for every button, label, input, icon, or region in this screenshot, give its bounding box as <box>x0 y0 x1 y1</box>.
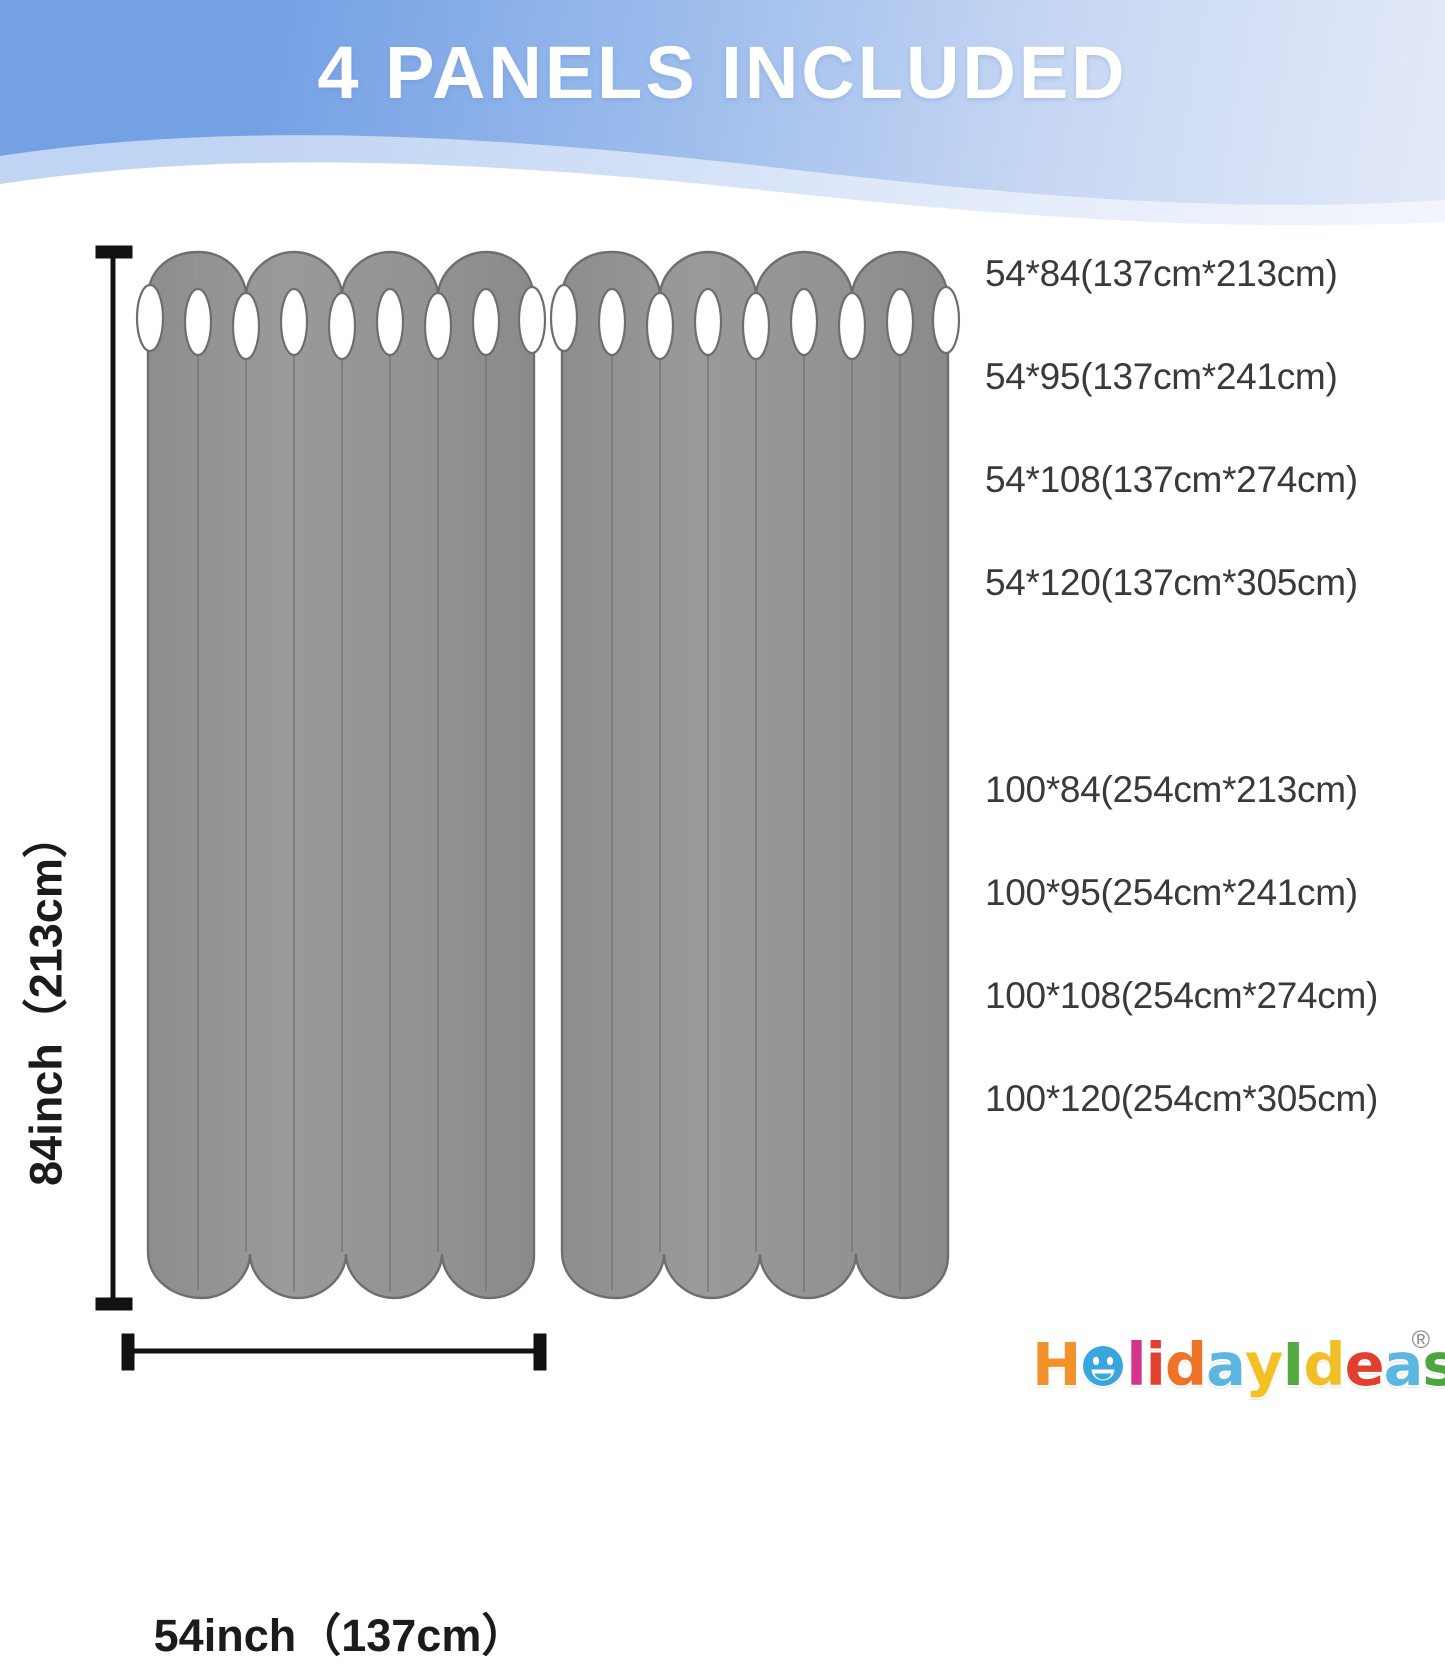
grommets-left <box>135 283 547 361</box>
height-dimension-label: 84inch（213cm） <box>20 813 72 1186</box>
logo-letter: I <box>1281 1328 1306 1401</box>
size-option[interactable]: 100*120(254cm*305cm) <box>985 1078 1379 1119</box>
logo-letter: i <box>1144 1328 1168 1401</box>
logo-letter: s <box>1421 1328 1445 1401</box>
logo-letter: a <box>1382 1328 1425 1401</box>
size-option[interactable]: 54*84(137cm*213cm) <box>985 253 1338 294</box>
logo-letter: d <box>1302 1328 1348 1401</box>
size-options-list: 54*84(137cm*213cm) 54*95(137cm*241cm) 54… <box>985 252 1415 1180</box>
fold-lines-left <box>197 300 487 1292</box>
logo-letter: H <box>1030 1328 1083 1401</box>
logo-letter: l <box>1125 1328 1149 1401</box>
smiley-face-icon <box>1080 1334 1126 1388</box>
wave-shape-front <box>0 162 1445 232</box>
size-option[interactable]: 54*95(137cm*241cm) <box>985 356 1338 397</box>
curtain-panels-diagram <box>95 245 961 1371</box>
logo-letter: y <box>1243 1328 1285 1401</box>
logo-letter: a <box>1204 1328 1247 1401</box>
header-wave-decoration <box>0 135 1445 232</box>
grommets-right <box>549 283 961 361</box>
curtain-panel-right <box>549 250 961 1300</box>
curtain-panel-left <box>135 250 547 1300</box>
page-title: 4 PANELS INCLUDED <box>317 31 1128 114</box>
size-option[interactable]: 54*108(137cm*274cm) <box>985 459 1358 500</box>
size-option[interactable]: 100*108(254cm*274cm) <box>985 975 1379 1016</box>
registered-trademark-icon: ® <box>1411 1326 1430 1354</box>
width-dimension-label: 54inch（137cm） <box>153 1610 527 1661</box>
width-dimension-line <box>121 1333 547 1371</box>
size-option[interactable]: 100*95(254cm*241cm) <box>985 872 1358 913</box>
logo-letter: d <box>1163 1328 1209 1401</box>
height-dimension-line <box>95 245 133 1311</box>
header-banner: 4 PANELS INCLUDED <box>0 0 1445 232</box>
size-option[interactable]: 100*84(254cm*213cm) <box>985 769 1358 810</box>
logo-letter: e <box>1343 1328 1387 1401</box>
size-option[interactable]: 54*120(137cm*305cm) <box>985 562 1358 603</box>
fold-lines-right <box>611 300 901 1292</box>
